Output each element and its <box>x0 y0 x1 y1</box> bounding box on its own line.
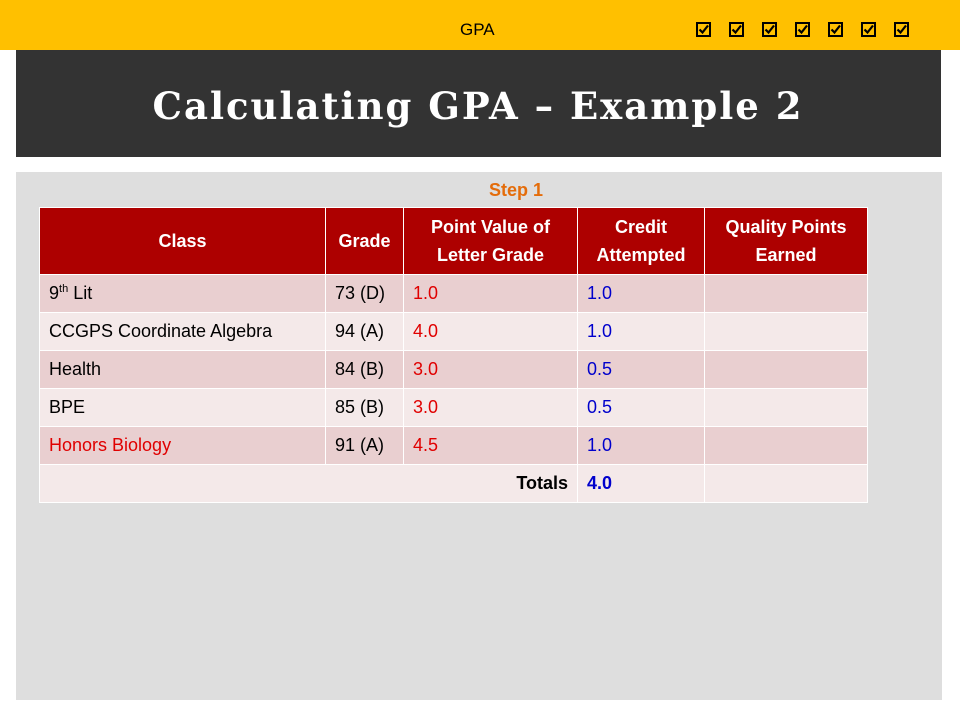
checkbox-row <box>696 22 909 37</box>
class-name: Lit <box>68 283 93 303</box>
table-header-row: Class Grade Point Value of Letter Grade … <box>39 207 868 275</box>
grade-cell: 94 (A) <box>325 312 404 351</box>
quality-points-cell <box>704 426 868 465</box>
checked-box-icon <box>795 22 810 37</box>
totals-credit: 4.0 <box>577 464 705 503</box>
point-value-cell: 4.5 <box>403 426 578 465</box>
class-cell: BPE <box>39 388 326 427</box>
grade-cell: 73 (D) <box>325 274 404 313</box>
class-ordinal-suffix: th <box>59 283 69 295</box>
point-value-cell: 3.0 <box>403 350 578 389</box>
top-bar <box>0 0 960 50</box>
slide-title: Calculating GPA – Example 2 <box>152 84 804 128</box>
class-cell: Health <box>39 350 326 389</box>
header-credit-attempted: Credit Attempted <box>577 207 705 275</box>
class-number: 9 <box>49 283 60 303</box>
header-class: Class <box>39 207 326 275</box>
point-value-cell: 4.0 <box>403 312 578 351</box>
checked-box-icon <box>729 22 744 37</box>
table-row: Honors Biology 91 (A) 4.5 1.0 <box>39 426 868 465</box>
header-point-value: Point Value of Letter Grade <box>403 207 578 275</box>
class-cell: CCGPS Coordinate Algebra <box>39 312 326 351</box>
grade-cell: 91 (A) <box>325 426 404 465</box>
table-row: BPE 85 (B) 3.0 0.5 <box>39 388 868 427</box>
totals-label: Totals <box>39 464 578 503</box>
header-label: GPA <box>460 20 495 39</box>
header-grade: Grade <box>325 207 404 275</box>
table-row: Health 84 (B) 3.0 0.5 <box>39 350 868 389</box>
class-cell: 9th Lit <box>39 274 326 313</box>
checked-box-icon <box>861 22 876 37</box>
credit-cell: 0.5 <box>577 388 705 427</box>
title-banner <box>16 50 941 157</box>
gpa-table: Class Grade Point Value of Letter Grade … <box>39 207 868 503</box>
checked-box-icon <box>696 22 711 37</box>
quality-points-cell <box>704 274 868 313</box>
header-quality-points: Quality Points Earned <box>704 207 868 275</box>
point-value-cell: 1.0 <box>403 274 578 313</box>
table-row: CCGPS Coordinate Algebra 94 (A) 4.0 1.0 <box>39 312 868 351</box>
step-label: Step 1 <box>489 180 544 200</box>
quality-points-cell <box>704 388 868 427</box>
class-cell-honors: Honors Biology <box>39 426 326 465</box>
checked-box-icon <box>762 22 777 37</box>
grade-cell: 85 (B) <box>325 388 404 427</box>
table-row: 9th Lit 73 (D) 1.0 1.0 <box>39 274 868 313</box>
credit-cell: 0.5 <box>577 350 705 389</box>
totals-quality-points <box>704 464 868 503</box>
checked-box-icon <box>828 22 843 37</box>
totals-row: Totals 4.0 <box>39 464 868 503</box>
credit-cell: 1.0 <box>577 312 705 351</box>
grade-cell: 84 (B) <box>325 350 404 389</box>
credit-cell: 1.0 <box>577 426 705 465</box>
checked-box-icon <box>894 22 909 37</box>
point-value-cell: 3.0 <box>403 388 578 427</box>
quality-points-cell <box>704 350 868 389</box>
credit-cell: 1.0 <box>577 274 705 313</box>
quality-points-cell <box>704 312 868 351</box>
